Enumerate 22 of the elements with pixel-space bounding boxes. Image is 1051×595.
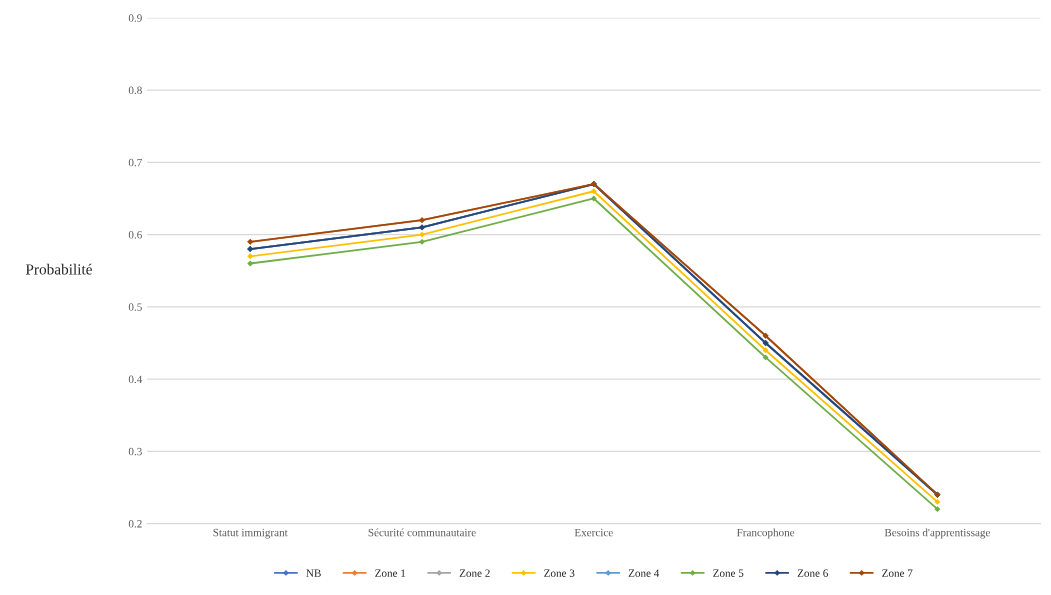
legend-label: Zone 5 bbox=[713, 569, 744, 577]
x-tick-label: Sécurité communautaire bbox=[368, 528, 476, 537]
legend-label: NB bbox=[306, 569, 321, 577]
y-tick-label: 0.8 bbox=[128, 86, 142, 95]
y-tick-label: 0.9 bbox=[128, 14, 142, 22]
x-tick-label: Exercice bbox=[574, 528, 613, 537]
y-tick-label: 0.7 bbox=[128, 158, 142, 167]
y-tick-label: 0.6 bbox=[128, 231, 142, 239]
y-tick-label: 0.5 bbox=[128, 303, 142, 311]
legend-label: Zone 3 bbox=[544, 569, 575, 577]
y-tick-label: 0.4 bbox=[128, 375, 143, 384]
y-tick-label: 0.3 bbox=[128, 447, 142, 456]
x-tick-label: Besoins d'apprentissage bbox=[884, 528, 991, 539]
x-tick-label: Francophone bbox=[736, 528, 795, 539]
legend-label: Zone 7 bbox=[882, 569, 913, 577]
legend-label: Zone 4 bbox=[628, 569, 660, 577]
legend-label: Zone 1 bbox=[375, 569, 406, 577]
y-tick-label: 0.2 bbox=[128, 520, 142, 528]
y-axis-title: Probabilité bbox=[25, 263, 92, 275]
legend-label: Zone 2 bbox=[459, 569, 490, 577]
x-tick-label: Statut immigrant bbox=[213, 528, 288, 539]
legend-label: Zone 6 bbox=[797, 569, 828, 577]
